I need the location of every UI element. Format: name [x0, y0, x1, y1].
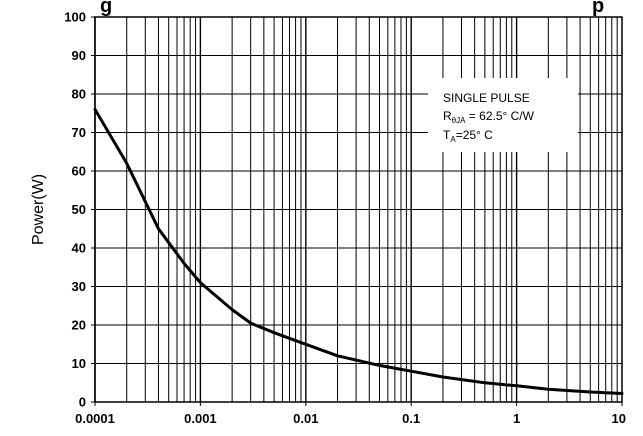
annotation-ambient-temp: TA=25° C [443, 128, 493, 144]
x-tick-label: 0.1 [402, 411, 420, 426]
y-tick-label: 50 [72, 202, 86, 217]
y-tick-label: 70 [72, 125, 86, 140]
y-tick-label: 100 [64, 10, 86, 25]
annotation-r-main: R [443, 109, 452, 123]
annotation-single-pulse: SINGLE PULSE [443, 91, 530, 105]
annotation-r-value: = 62.5° C/W [465, 109, 534, 123]
y-tick-label: 80 [72, 87, 86, 102]
annotation-t-sub: A [450, 135, 456, 144]
y-tick-label: 40 [72, 241, 86, 256]
y-tick-label: 10 [72, 356, 86, 371]
x-tick-label: 10 [612, 411, 626, 426]
x-tick-label: 0.001 [184, 411, 217, 426]
x-tick-label: 0.0001 [75, 411, 115, 426]
annotation-t-value: =25° C [456, 128, 493, 142]
annotation-r-sub: θJA [452, 116, 466, 125]
y-tick-label: 60 [72, 164, 86, 179]
y-tick-label: 30 [72, 279, 86, 294]
annotation-box [428, 78, 578, 152]
title-fragment-left: g [100, 0, 112, 17]
annotation-thermal-resistance: RθJA = 62.5° C/W [443, 109, 535, 125]
series-line [93, 107, 624, 395]
y-tick-label: 0 [79, 395, 86, 410]
title-fragment-right: p [592, 0, 604, 17]
y-tick-label: 20 [72, 318, 86, 333]
y-tick-label: 90 [72, 48, 86, 63]
y-axis-label: Power(W) [30, 174, 47, 245]
x-tick-label: 1 [513, 411, 520, 426]
x-tick-label: 0.01 [293, 411, 318, 426]
annotation-t-main: T [443, 128, 451, 142]
